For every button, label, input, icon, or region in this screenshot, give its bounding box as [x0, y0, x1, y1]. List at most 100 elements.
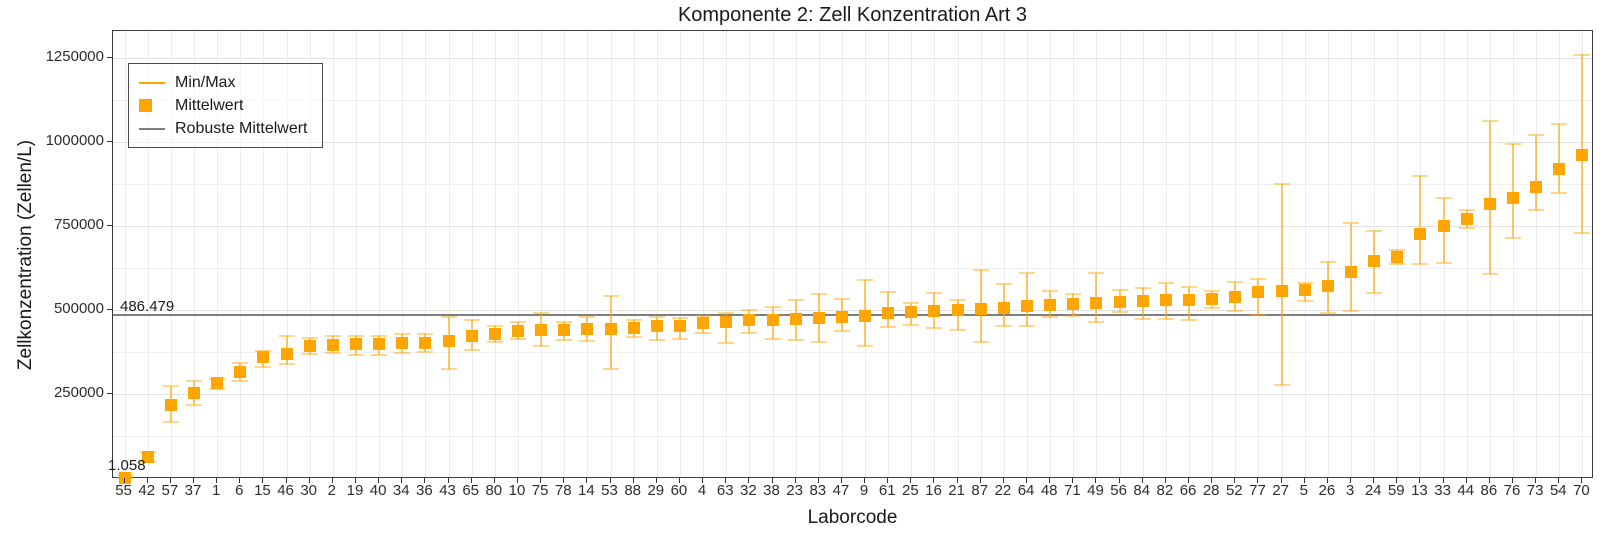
mean-point[interactable] [743, 314, 756, 327]
x-tick-label: 23 [786, 482, 803, 499]
mean-point[interactable] [1414, 227, 1427, 240]
mean-point[interactable] [1183, 293, 1196, 306]
mean-point[interactable] [1345, 265, 1358, 278]
legend-item-robuste-mittelwert[interactable]: Robuste Mittelwert [139, 117, 308, 140]
x-tick-mark [979, 477, 981, 483]
x-tick-label: 57 [161, 482, 179, 499]
mean-point[interactable] [789, 313, 802, 325]
y-tick-mark [107, 141, 112, 143]
mean-point[interactable] [465, 330, 478, 343]
mean-point[interactable] [859, 310, 872, 323]
x-tick-mark [1373, 477, 1375, 483]
error-bar-min-cap [1366, 292, 1383, 295]
x-tick-mark [1326, 477, 1328, 483]
mean-point[interactable] [697, 317, 710, 330]
mean-point[interactable] [558, 323, 571, 336]
x-tick-mark [678, 477, 680, 483]
x-tick-label: 16 [925, 482, 942, 499]
mean-point[interactable] [349, 338, 362, 351]
mean-point[interactable] [141, 450, 154, 463]
mean-point[interactable] [1437, 220, 1450, 233]
mean-point[interactable] [673, 320, 686, 333]
error-bar-max-cap [1065, 292, 1082, 295]
mean-point[interactable] [1483, 197, 1496, 210]
mean-point[interactable] [234, 366, 247, 379]
mean-point[interactable] [1553, 162, 1566, 175]
x-tick-mark [864, 477, 866, 483]
mean-point[interactable] [187, 386, 200, 399]
mean-point[interactable] [303, 340, 316, 353]
mean-point[interactable] [1136, 295, 1149, 308]
mean-point[interactable] [164, 399, 177, 412]
legend-item-minmax[interactable]: Min/Max [139, 71, 308, 94]
mean-point[interactable] [1530, 181, 1543, 194]
mean-point[interactable] [1460, 213, 1473, 226]
x-gridline [1050, 31, 1052, 477]
mean-point[interactable] [835, 310, 848, 323]
mean-point[interactable] [951, 303, 964, 316]
error-bar-max-cap [1528, 133, 1545, 136]
mean-point[interactable] [419, 336, 432, 349]
mean-point[interactable] [627, 322, 640, 335]
x-gridline [703, 31, 705, 477]
error-bar [1535, 134, 1538, 211]
mean-point[interactable] [1159, 294, 1172, 307]
mean-point[interactable] [997, 302, 1010, 315]
error-bar-min-cap [278, 363, 295, 366]
mean-point[interactable] [1044, 298, 1057, 311]
mean-point[interactable] [1090, 297, 1103, 310]
error-bar-min-cap [1157, 318, 1174, 320]
x-tick-label: 37 [184, 482, 202, 499]
legend-item-mittelwert[interactable]: Mittelwert [139, 94, 308, 117]
error-bar-max-cap [1505, 142, 1521, 145]
mean-point[interactable] [581, 323, 594, 336]
mean-point[interactable] [1576, 149, 1589, 162]
x-tick-label: 4 [697, 482, 707, 499]
mean-point[interactable] [1507, 191, 1519, 204]
mean-point[interactable] [812, 312, 825, 324]
mean-point[interactable] [604, 322, 617, 335]
mean-point[interactable] [1368, 255, 1381, 268]
mean-point[interactable] [211, 376, 224, 389]
error-bar-max-cap [833, 298, 850, 301]
mean-point[interactable] [326, 338, 339, 351]
mean-point[interactable] [535, 324, 548, 337]
mean-point[interactable] [720, 316, 733, 329]
mean-point[interactable] [928, 305, 941, 318]
mean-point[interactable] [1252, 286, 1265, 299]
mean-point[interactable] [373, 337, 386, 350]
mean-point[interactable] [1067, 298, 1080, 311]
mean-point[interactable] [1021, 300, 1034, 313]
error-bar-min-cap [1528, 209, 1545, 212]
x-tick-mark [1072, 477, 1074, 483]
mean-point[interactable] [118, 472, 131, 485]
mean-point[interactable] [650, 320, 663, 333]
mean-point[interactable] [974, 303, 987, 316]
error-bar-min-cap [1250, 313, 1267, 316]
error-bar-min-cap [1181, 318, 1198, 321]
y-gridline-minor [113, 99, 1592, 101]
error-bar-min-cap [1551, 191, 1568, 194]
x-tick-mark [887, 477, 889, 483]
mean-point[interactable] [1321, 280, 1334, 293]
x-gridline [1466, 31, 1468, 477]
mean-point[interactable] [766, 313, 779, 326]
x-tick-label: 76 [1503, 482, 1521, 499]
mean-point[interactable] [442, 334, 455, 347]
mean-point[interactable] [1113, 295, 1126, 308]
x-gridline [1096, 31, 1098, 477]
mean-point[interactable] [511, 325, 524, 338]
mean-point[interactable] [1206, 292, 1219, 305]
mean-point[interactable] [1298, 284, 1311, 297]
mean-point[interactable] [882, 306, 895, 319]
x-gridline [841, 31, 843, 477]
mean-point[interactable] [1391, 251, 1404, 264]
mean-point[interactable] [1275, 285, 1288, 298]
mean-point[interactable] [280, 348, 293, 360]
mean-point[interactable] [257, 351, 270, 364]
error-bar-min-cap [1065, 314, 1082, 317]
mean-point[interactable] [488, 327, 501, 340]
mean-point[interactable] [1229, 290, 1242, 303]
mean-point[interactable] [396, 337, 409, 350]
mean-point[interactable] [905, 305, 918, 318]
